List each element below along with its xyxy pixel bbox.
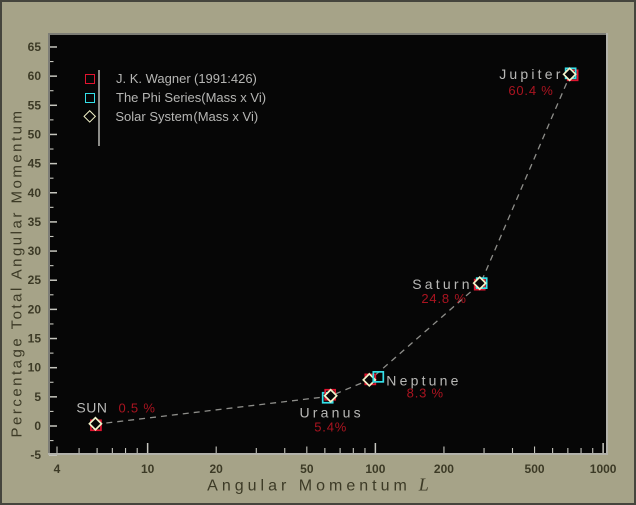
phi-square-marker-icon xyxy=(372,371,385,383)
legend-item-solar-system: Solar System (Mass x Vi) xyxy=(83,107,266,126)
y-tick-label: 35 xyxy=(28,215,42,229)
planet-label: Saturn xyxy=(412,276,472,292)
legend-label: Solar System xyxy=(115,109,193,124)
x-axis-title: Angular Momentum L xyxy=(207,475,429,496)
legend: J. K. Wagner (1991:426) The Phi Series (… xyxy=(83,69,266,146)
phi-series-square-marker-icon xyxy=(85,92,95,103)
x-tick-label: 1000 xyxy=(590,462,617,476)
solar-system-diamond-marker-icon xyxy=(83,109,97,124)
plot-area xyxy=(48,33,608,455)
y-tick-label: 55 xyxy=(28,98,42,112)
x-axis-title-text: Angular Momentum xyxy=(207,477,411,495)
legend-label: J. K. Wagner xyxy=(116,71,191,86)
y-tick-label: 40 xyxy=(28,186,42,200)
solar-diamond-marker-icon xyxy=(88,416,103,431)
pct-label: 5.4% xyxy=(314,419,347,434)
pct-label: 60.4 % xyxy=(508,83,553,98)
solar-diamond-marker-icon xyxy=(472,275,487,291)
legend-detail: (Mass x Vi) xyxy=(193,109,259,124)
y-tick-label: 50 xyxy=(28,127,42,141)
x-tick-label: 10 xyxy=(141,462,155,476)
y-tick-label: 10 xyxy=(28,361,42,375)
y-tick-label: 65 xyxy=(28,40,42,54)
y-tick-label: 15 xyxy=(28,332,42,346)
plot-frame xyxy=(48,33,608,455)
plot-frame xyxy=(48,33,608,455)
x-tick-label: 20 xyxy=(210,462,224,476)
y-tick-label: 30 xyxy=(28,244,42,258)
x-tick-label: 50 xyxy=(300,462,314,476)
planet-label: Uranus xyxy=(300,404,364,420)
legend-item-phi-series: The Phi Series (Mass x Vi) xyxy=(84,88,266,107)
y-tick-label: 5 xyxy=(34,390,41,404)
planet-label: SUN xyxy=(76,399,107,415)
legend-detail: (1991:426) xyxy=(194,71,257,86)
y-tick-label: 0 xyxy=(34,419,41,433)
solar-diamond-marker-icon xyxy=(562,67,577,82)
pct-label: 0.5 % xyxy=(118,400,155,415)
y-axis-ticks: -5 0 5 10 15 20 25 30 35 40 45 50 55 60 65 xyxy=(28,40,57,462)
planet-label: Neptune xyxy=(386,372,461,388)
y-axis-title: Percentage Total Angular Momentum xyxy=(8,108,26,438)
x-tick-label: 100 xyxy=(365,462,385,476)
pct-label: 24.8 % xyxy=(421,291,466,306)
y-tick-label: 45 xyxy=(28,157,42,171)
y-tick-label: 60 xyxy=(28,69,42,83)
x-tick-label: 500 xyxy=(525,462,545,476)
legend-detail: (Mass x Vi) xyxy=(201,90,267,105)
legend-divider xyxy=(98,70,100,146)
x-axis-ticks: 4 10 20 50 100 200 500 1000 xyxy=(54,443,617,476)
x-tick-label: 4 xyxy=(54,462,61,476)
legend-label: The Phi Series xyxy=(116,90,202,105)
data-point-sun: SUN 0.5 % xyxy=(76,399,155,432)
y-tick-label: -5 xyxy=(30,448,41,462)
solar-diamond-marker-icon xyxy=(323,388,338,403)
x-tick-label: 200 xyxy=(434,462,454,476)
y-tick-label: 20 xyxy=(28,302,42,316)
pct-label: 8.3 % xyxy=(407,385,444,400)
y-tick-label: 25 xyxy=(28,273,42,287)
planet-label: Jupiter xyxy=(499,66,563,82)
wagner-square-marker-icon xyxy=(85,73,95,84)
x-axis-symbol: L xyxy=(418,474,429,495)
legend-item-wagner: J. K. Wagner (1991:426) xyxy=(84,69,266,88)
